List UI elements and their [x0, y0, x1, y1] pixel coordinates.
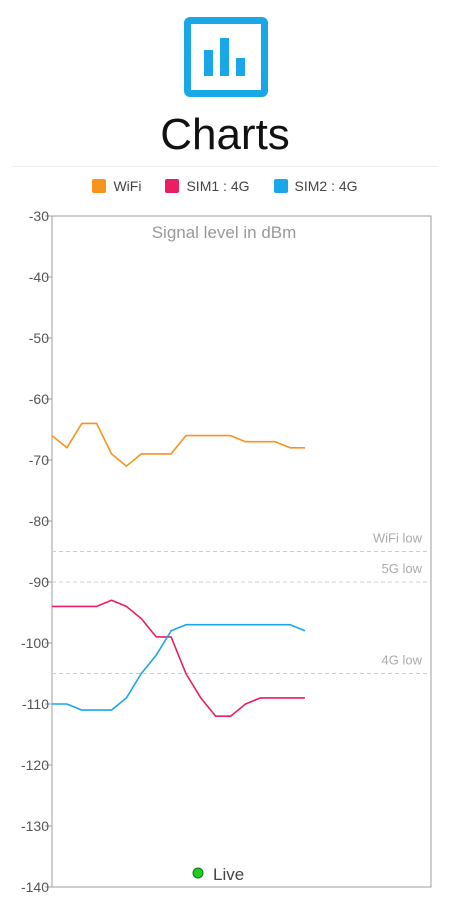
threshold-label: 5G low: [382, 561, 423, 576]
legend-item-sim2[interactable]: SIM2 : 4G: [273, 178, 358, 194]
divider: [12, 166, 438, 167]
legend-item-wifi[interactable]: WiFi: [92, 178, 141, 194]
legend-swatch: [165, 179, 180, 193]
y-tick-label: -140: [21, 879, 49, 895]
icon-bar: [220, 38, 229, 76]
y-tick-label: -50: [29, 330, 49, 346]
chart-legend: WiFi SIM1 : 4G SIM2 : 4G: [0, 175, 450, 197]
y-tick-label: -30: [29, 208, 49, 224]
y-tick-label: -120: [21, 757, 49, 773]
legend-item-sim1[interactable]: SIM1 : 4G: [165, 178, 250, 194]
y-tick-label: -100: [21, 635, 49, 651]
legend-label: SIM2 : 4G: [294, 178, 358, 194]
threshold-label: WiFi low: [373, 531, 423, 546]
y-tick-label: -90: [29, 574, 49, 590]
y-tick-label: -60: [29, 391, 49, 407]
y-tick-label: -130: [21, 818, 49, 834]
page-title: Charts: [160, 110, 290, 159]
y-tick-label: -110: [22, 696, 49, 712]
y-tick-label: -80: [29, 513, 49, 529]
legend-swatch: [273, 179, 288, 193]
series-line-wifi: [51, 422, 305, 467]
legend-label: SIM1 : 4G: [186, 178, 250, 194]
live-status-dot: [192, 867, 204, 879]
icon-bar: [204, 50, 213, 76]
legend-label: WiFi: [113, 178, 142, 194]
series-line-sim1-4g: [52, 599, 305, 718]
threshold-label: 4G low: [382, 653, 423, 668]
chart-title: Signal level in dBm: [152, 223, 297, 242]
series-line-sim2-4g: [52, 623, 306, 711]
icon-bar: [236, 58, 245, 76]
bar-chart-icon: [184, 17, 268, 97]
live-label: Live: [213, 865, 244, 884]
y-tick-label: -70: [29, 452, 49, 468]
legend-swatch: [92, 179, 107, 193]
y-tick-label: -40: [29, 269, 49, 285]
